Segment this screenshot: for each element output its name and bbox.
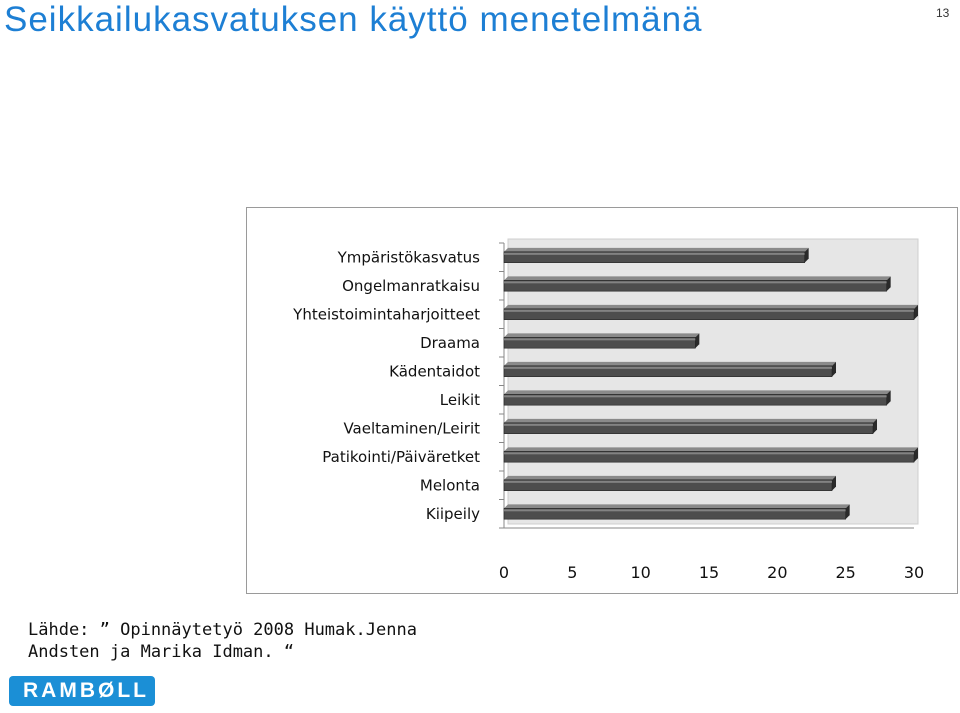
bar-top [504,276,891,281]
bar-end [804,247,809,263]
category-label: Leikit [440,391,480,409]
bar [503,308,915,320]
bar-highlight [504,452,914,455]
category-label: Melonta [420,476,480,494]
slide-title: Seikkailukasvatuksen käyttö menetelmänä [4,0,703,39]
bar-end [914,447,918,463]
bar [503,451,915,463]
bar-top [504,504,850,509]
x-tick-label: 25 [835,563,855,582]
bar-highlight [504,480,832,483]
x-tick-label: 0 [499,563,509,582]
bar [503,394,887,406]
x-tick-label: 10 [630,563,650,582]
bar [503,365,833,377]
bar-highlight [504,395,887,398]
bar [503,422,874,434]
category-label: Vaeltaminen/Leirit [343,419,480,437]
bar-highlight [504,509,846,512]
category-label: Kiipeily [426,505,480,523]
bar-top [504,475,836,480]
bar-top [504,304,918,309]
bar [503,479,833,491]
bar-end [845,504,850,520]
bar-highlight [504,338,696,341]
category-label: Kädentaidot [389,362,480,380]
page-number: 13 [936,6,950,20]
bar [503,251,805,263]
category-label: Ongelmanratkaisu [342,277,480,295]
bar-top [504,333,700,338]
category-label: Yhteistoimintaharjoitteet [292,305,480,323]
logo-text: RAMBØLL [23,679,149,702]
category-label: Ympäristökasvatus [337,248,481,266]
bar-top [504,361,836,366]
bar-top [504,247,809,252]
x-tick-label: 30 [904,563,924,582]
bar-end [832,361,836,377]
bar-top [504,390,891,395]
source-note: Lähde: ” Opinnäytetyö 2008 Humak.Jenna A… [28,620,417,662]
bar-end [914,304,918,320]
bar-end [886,276,891,292]
bar-highlight [504,423,873,426]
bar [503,508,846,520]
bar-highlight [504,366,832,369]
bar-end [832,475,836,491]
bar-top [504,418,877,423]
bar-end [695,333,700,349]
bar-highlight [504,309,914,312]
x-tick-label: 20 [767,563,787,582]
x-tick-label: 5 [567,563,577,582]
bar-chart: Ympäristökasvatus Ongelmanratkaisu Yhteist… [292,238,924,582]
bar [503,280,887,292]
bar-end [886,390,891,406]
bar-end [873,418,877,434]
category-label: Draama [420,334,480,352]
bar-highlight [504,281,887,284]
bar-highlight [504,252,805,255]
category-label: Patikointi/Päiväretket [322,448,480,466]
ramboll-logo: RAMBØLL [9,676,155,706]
x-tick-label: 15 [699,563,719,582]
bar-top [504,447,918,452]
bar [503,337,696,349]
chart-area: Ympäristökasvatus Ongelmanratkaisu Yhteist… [246,207,958,594]
